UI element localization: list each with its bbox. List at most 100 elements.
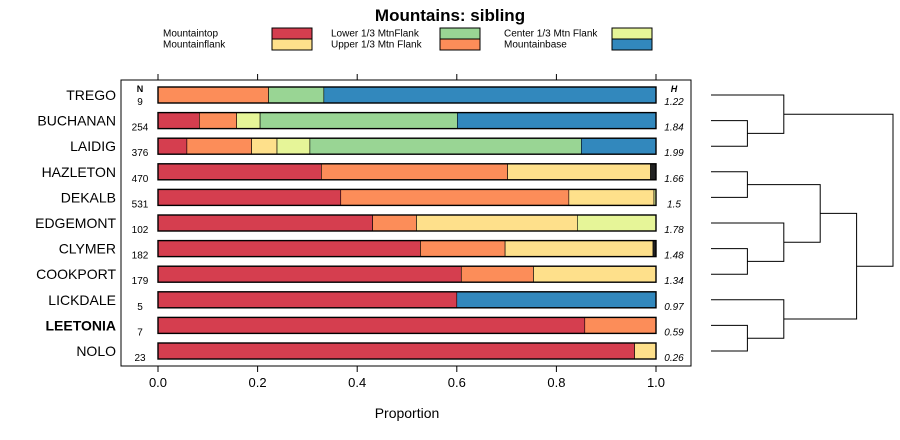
x-tick-label-0-0: 0.0 — [149, 375, 167, 390]
bar-outline-clymer — [157, 239, 657, 258]
row-h-cookport: 1.34 — [664, 276, 684, 287]
bar-outline-dekalb — [157, 188, 657, 207]
bar-row-dekalb: DEKALB 531 1.5 — [61, 188, 681, 210]
bar-row-trego: TREGO 9 1.22 — [66, 86, 684, 108]
legend-label-lower-1-3-mtnflank: Lower 1/3 MtnFlank — [331, 29, 420, 40]
dendrogram — [711, 94, 894, 352]
dendrogram-link-4 — [711, 248, 748, 275]
bar-row-nolo: NOLO 23 0.26 — [76, 342, 684, 364]
x-tick-label-0-8: 0.8 — [547, 375, 565, 390]
bar-row-hazleton: HAZLETON 470 1.66 — [42, 163, 684, 185]
row-n-edgemont: 102 — [132, 225, 149, 236]
row-n-clymer: 182 — [132, 251, 149, 262]
dendrogram-link-1 — [711, 120, 748, 147]
bar-segment-edgemont-upper-1-3-mtn-flank — [372, 214, 417, 232]
row-n-dekalb: 531 — [132, 199, 149, 210]
bar-segment-buchanan-upper-1-3-mtn-flank — [199, 112, 237, 129]
h-column-header: H — [671, 84, 678, 94]
row-n-leetonia: 7 — [137, 327, 143, 338]
x-tick-label-0-6: 0.6 — [448, 375, 466, 390]
row-n-laidig: 376 — [132, 148, 149, 159]
row-h-edgemont: 1.78 — [664, 225, 684, 236]
legend-label-mountaintop: Mountaintop — [163, 29, 218, 40]
bar-segment-hazleton-other — [650, 163, 657, 181]
bar-outline-cookport — [157, 265, 657, 283]
bar-segment-laidig-lower-1-3-mtnflank — [309, 137, 582, 155]
bar-outline-trego — [157, 86, 657, 104]
bar-segment-hazleton-upper-1-3-mtn-flank — [321, 163, 508, 181]
row-label-edgemont: EDGEMONT — [35, 215, 116, 231]
bar-segment-edgemont-center-1-3-mtn-flank — [577, 214, 657, 232]
legend-swatch-mountainflank — [271, 38, 313, 51]
legend-swatch-lower-1-3-mtnflank — [439, 27, 481, 40]
bar-segment-edgemont-mountainflank — [416, 214, 578, 232]
bar-segment-cookport-upper-1-3-mtn-flank — [460, 265, 534, 283]
row-h-clymer: 1.48 — [664, 251, 684, 262]
bar-rows: TREGO 9 1.22 BUCHANAN 254 1.84 LAIDIG 376 1.99 HA… — [35, 86, 684, 364]
legend-label-center-1-3-mtn-flank: Center 1/3 Mtn Flank — [504, 29, 598, 40]
n-column-header: N — [137, 84, 144, 94]
bar-segment-leetonia-upper-1-3-mtn-flank — [584, 317, 657, 334]
bar-outline-hazleton — [157, 163, 657, 181]
bar-segment-laidig-upper-1-3-mtn-flank — [186, 137, 252, 155]
bar-segment-nolo-mountainflank — [634, 342, 657, 360]
bar-segment-hazleton-mountaintop — [157, 163, 322, 181]
bar-segment-buchanan-center-1-3-mtn-flank — [236, 112, 261, 129]
dendrogram-link-10 — [783, 113, 894, 267]
dendrogram-link-7 — [711, 324, 748, 352]
bar-row-lickdale: LICKDALE 5 0.97 — [48, 291, 684, 313]
row-label-cookport: COOKPORT — [36, 266, 116, 282]
row-label-nolo: NOLO — [76, 343, 116, 359]
bar-segment-clymer-mountainflank — [504, 240, 654, 257]
row-label-buchanan: BUCHANAN — [37, 113, 116, 129]
x-axis: 0.0 0.2 0.4 0.6 0.8 1.0 — [149, 74, 665, 390]
row-n-nolo: 23 — [134, 353, 146, 364]
row-n-lickdale: 5 — [137, 302, 143, 313]
bar-segment-trego-mountainbase — [323, 86, 657, 104]
row-label-leetonia: LEETONIA — [45, 317, 116, 333]
row-label-laidig: LAIDIG — [70, 138, 116, 154]
row-label-hazleton: HAZLETON — [42, 164, 116, 180]
row-h-lickdale: 0.97 — [664, 302, 684, 313]
bar-segment-trego-lower-1-3-mtnflank — [268, 86, 325, 104]
row-h-nolo: 0.26 — [664, 353, 684, 364]
bar-row-buchanan: BUCHANAN 254 1.84 — [37, 111, 684, 134]
bar-segment-buchanan-mountaintop — [157, 112, 200, 129]
bar-outline-laidig — [157, 137, 657, 155]
bar-segment-cookport-mountainflank — [533, 265, 657, 283]
bar-segment-edgemont-mountaintop — [157, 214, 373, 232]
legend-label-mountainflank: Mountainflank — [163, 40, 226, 51]
bar-segment-laidig-mountainflank — [251, 137, 278, 155]
row-label-trego: TREGO — [66, 87, 116, 103]
row-n-cookport: 179 — [132, 276, 149, 287]
x-tick-label-0-2: 0.2 — [249, 375, 267, 390]
row-h-leetonia: 0.59 — [664, 327, 684, 338]
x-tick-label-0-4: 0.4 — [348, 375, 366, 390]
bar-segment-dekalb-mountaintop — [157, 189, 342, 206]
row-label-clymer: CLYMER — [59, 241, 116, 257]
bar-segment-hazleton-mountainflank — [507, 163, 651, 181]
row-n-buchanan: 254 — [132, 123, 149, 134]
bar-segment-lickdale-mountaintop — [157, 291, 458, 309]
row-h-buchanan: 1.84 — [664, 123, 684, 134]
bar-segment-trego-upper-1-3-mtn-flank — [157, 86, 269, 104]
bar-row-laidig: LAIDIG 376 1.99 — [70, 137, 684, 159]
bar-outline-leetonia — [157, 316, 657, 335]
bar-outline-edgemont — [157, 214, 657, 232]
row-label-lickdale: LICKDALE — [48, 292, 116, 308]
legend-swatch-mountaintop — [271, 27, 313, 40]
bar-segment-buchanan-lower-1-3-mtnflank — [259, 112, 458, 129]
bar-row-clymer: CLYMER 182 1.48 — [59, 239, 684, 262]
row-h-dekalb: 1.5 — [667, 199, 681, 210]
bar-outline-lickdale — [157, 291, 657, 309]
bar-row-leetonia: LEETONIA 7 0.59 — [45, 316, 684, 338]
bar-segment-leetonia-mountaintop — [157, 317, 586, 334]
bar-segment-buchanan-mountainbase — [456, 112, 657, 129]
bar-segment-nolo-mountaintop — [157, 342, 635, 360]
chart-title: Mountains: sibling — [375, 6, 525, 25]
row-h-hazleton: 1.66 — [664, 174, 684, 185]
row-label-dekalb: DEKALB — [61, 189, 116, 205]
bar-segment-laidig-mountaintop — [157, 137, 188, 155]
